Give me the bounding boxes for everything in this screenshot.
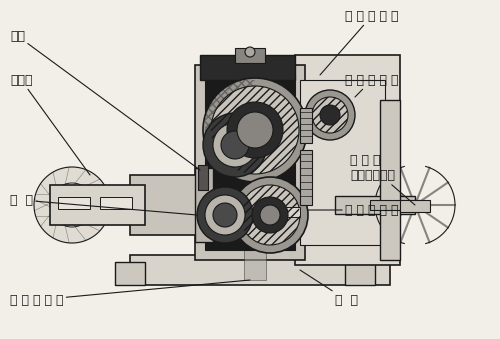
Circle shape: [203, 78, 307, 182]
Circle shape: [320, 105, 340, 125]
Bar: [130, 175, 210, 235]
Bar: [300, 80, 385, 245]
Circle shape: [232, 177, 308, 253]
Bar: [300, 108, 312, 143]
Text: 二 级 大 齿 轮: 二 级 大 齿 轮: [320, 9, 398, 75]
Circle shape: [252, 197, 288, 233]
Bar: [50, 185, 145, 225]
Bar: [195, 65, 305, 260]
Bar: [198, 165, 208, 190]
Circle shape: [213, 123, 257, 167]
Polygon shape: [34, 167, 110, 243]
Text: 一 级 小 齿 轮: 一 级 小 齿 轮: [345, 74, 399, 97]
Circle shape: [213, 203, 237, 227]
Bar: [270, 207, 300, 217]
Bar: [205, 80, 255, 160]
Bar: [100, 197, 132, 209]
Bar: [235, 48, 265, 63]
Bar: [58, 197, 90, 209]
Bar: [195, 168, 213, 242]
Text: 二 级 齿 轮 轴: 二 级 齿 轮 轴: [10, 280, 250, 306]
Circle shape: [260, 205, 280, 225]
Circle shape: [240, 185, 300, 245]
Bar: [295, 55, 400, 265]
Bar: [380, 100, 400, 260]
Bar: [400, 200, 430, 212]
Bar: [115, 262, 145, 285]
Circle shape: [211, 86, 299, 174]
Text: 输 入 轴
（或电机轴）: 输 入 轴 （或电机轴）: [350, 154, 415, 205]
Bar: [200, 55, 295, 80]
Text: 油封: 油封: [10, 29, 200, 170]
Bar: [130, 255, 390, 285]
Text: 一 级 大 齿 轮: 一 级 大 齿 轮: [308, 203, 398, 217]
Text: 机  座: 机 座: [300, 270, 358, 306]
Text: 轴  承: 轴 承: [10, 194, 197, 215]
Bar: [300, 150, 312, 205]
Circle shape: [245, 47, 255, 57]
Bar: [370, 200, 420, 210]
Circle shape: [205, 195, 245, 235]
Circle shape: [305, 90, 355, 140]
Circle shape: [227, 102, 283, 158]
Circle shape: [197, 187, 253, 243]
Circle shape: [312, 97, 348, 133]
Circle shape: [203, 113, 267, 177]
Text: 输出轴: 输出轴: [10, 74, 90, 175]
Circle shape: [221, 131, 249, 159]
Circle shape: [50, 183, 94, 227]
Circle shape: [237, 112, 273, 148]
Bar: [345, 262, 375, 285]
Bar: [335, 196, 415, 214]
Bar: [244, 60, 266, 280]
Bar: [205, 75, 295, 250]
